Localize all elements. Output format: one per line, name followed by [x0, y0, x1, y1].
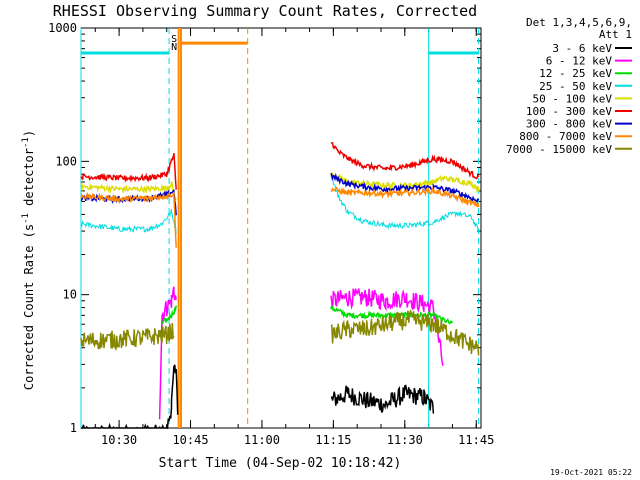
legend-entry: 800 - 7000 keV — [519, 130, 632, 143]
y-tick-label: 1000 — [48, 21, 77, 35]
legend-entry: 25 - 50 keV — [539, 80, 632, 93]
legend-label: 300 - 800 keV — [526, 118, 612, 131]
x-tick-label: 11:00 — [244, 433, 280, 447]
legend-header-1: Det 1,3,4,5,6,9, — [526, 16, 632, 29]
series-line — [330, 309, 480, 356]
legend-entry: 50 - 100 keV — [533, 92, 632, 105]
legend-entry: 7000 - 15000 keV — [506, 143, 632, 156]
legend-header-2: Att 1 — [599, 28, 632, 41]
series-line — [80, 191, 177, 248]
legend-label: 7000 - 15000 keV — [506, 143, 612, 156]
flag-label: S — [171, 34, 177, 45]
series-line — [161, 305, 177, 325]
x-tick-label: 11:30 — [387, 433, 423, 447]
legend-label: 800 - 7000 keV — [519, 130, 612, 143]
y-tick-label: 1 — [70, 421, 77, 435]
legend-label: 25 - 50 keV — [539, 80, 612, 93]
x-tick-label: 11:15 — [315, 433, 351, 447]
series-line — [330, 171, 480, 194]
x-tick-label: 11:45 — [458, 433, 494, 447]
series-line — [330, 288, 444, 366]
series-line — [330, 186, 480, 208]
plot-area: 1 10 100 1000 10:30 10:45 11:00 11:15 11:30 11:45… — [48, 21, 494, 447]
legend-label: 12 - 25 keV — [539, 67, 612, 80]
y-axis-label: Corrected Count Rate (s-1 detector-1) — [21, 130, 36, 390]
series-line — [330, 141, 480, 180]
series-line — [80, 323, 175, 351]
legend-label: 6 - 12 keV — [546, 55, 613, 68]
y-tick-label: 10 — [63, 288, 77, 302]
x-axis-label: Start Time (04-Sep-02 10:18:42) — [159, 456, 402, 471]
series-line — [330, 172, 480, 204]
legend-entry: 12 - 25 keV — [539, 67, 632, 80]
legend-entry: 100 - 300 keV — [526, 105, 632, 118]
series-line — [80, 181, 177, 200]
legend-entry: 6 - 12 keV — [546, 55, 632, 68]
series-line — [80, 209, 177, 234]
flag-label: N — [171, 42, 177, 53]
series-line — [330, 305, 454, 325]
series-line — [330, 175, 480, 234]
series-line — [158, 286, 177, 420]
x-tick-label: 10:45 — [172, 433, 208, 447]
legend-label: 3 - 6 keV — [552, 42, 612, 55]
x-tick-label: 10:30 — [101, 433, 137, 447]
legend-label: 50 - 100 keV — [533, 92, 613, 105]
series-line — [330, 384, 435, 414]
legend-entry: 3 - 6 keV — [552, 42, 632, 55]
timestamp: 19-Oct-2021 05:22 — [550, 468, 632, 477]
y-tick-label: 100 — [55, 154, 77, 168]
series-line — [81, 364, 179, 430]
legend-entry: 300 - 800 keV — [526, 118, 632, 131]
chart-title: RHESSI Observing Summary Count Rates, Co… — [53, 2, 477, 20]
series-line — [80, 152, 177, 190]
legend-label: 100 - 300 keV — [526, 105, 612, 118]
